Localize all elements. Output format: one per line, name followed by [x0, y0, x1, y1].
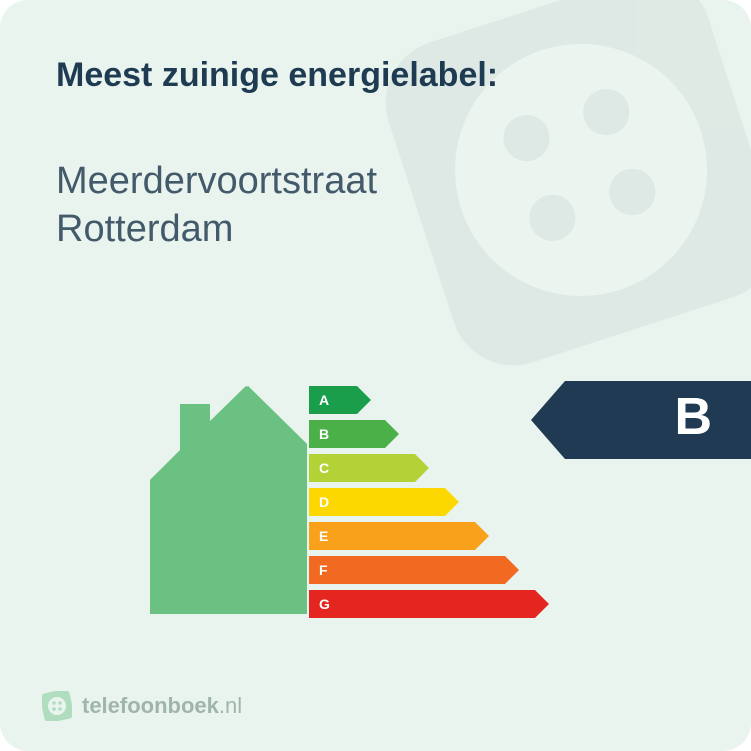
energy-bar-label: F: [319, 562, 328, 578]
brand-footer: telefoonboek.nl: [42, 691, 242, 721]
energy-bar-label: C: [319, 460, 329, 476]
energy-label-chart: A B C D E F G: [152, 370, 582, 630]
brand-phone-dial-icon: [42, 691, 72, 721]
title: Meest zuinige energielabel:: [56, 56, 498, 95]
energy-bar-label: G: [319, 596, 330, 612]
energy-bar-shape: [309, 590, 549, 618]
energy-bar-shape: [309, 556, 519, 584]
energy-bar-label: E: [319, 528, 328, 544]
energy-bar-label: A: [319, 392, 329, 408]
rating-badge-letter: B: [674, 387, 713, 447]
energy-bar-label: B: [319, 426, 329, 442]
energy-label-card: Meest zuinige energielabel: Meerdervoort…: [0, 0, 751, 751]
house-icon: [150, 386, 310, 616]
brand-name: telefoonboek.nl: [82, 693, 242, 719]
address-subtitle: Meerdervoortstraat Rotterdam: [56, 158, 377, 253]
energy-bar-shape: [309, 488, 459, 516]
energy-bar-shape: [309, 522, 489, 550]
energy-bar-label: D: [319, 494, 329, 510]
